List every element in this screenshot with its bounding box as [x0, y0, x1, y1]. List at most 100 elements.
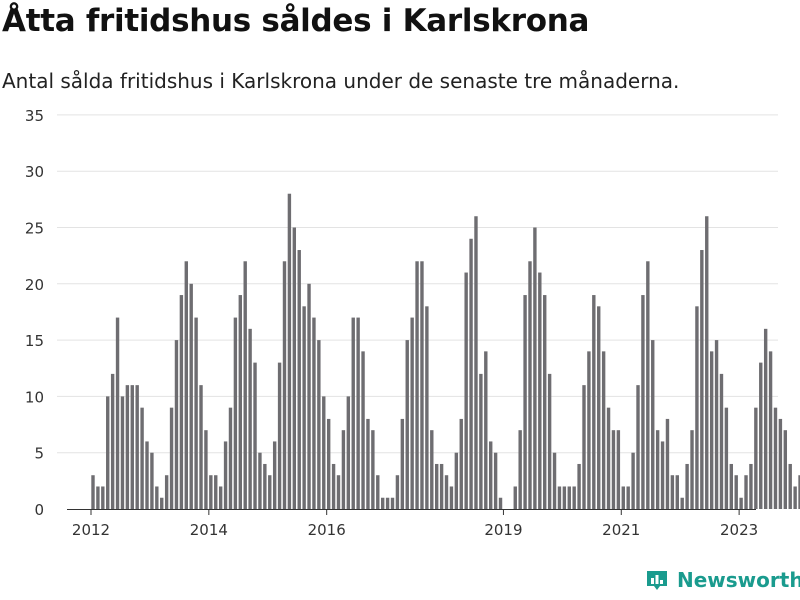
bar [523, 295, 527, 509]
y-tick-label: 35 [25, 107, 44, 125]
bar [420, 261, 424, 509]
bar [101, 486, 105, 509]
y-axis-labels: 0 5 10 15 20 25 30 35 [25, 107, 44, 519]
bar [552, 452, 557, 509]
bar [130, 385, 134, 509]
bar [145, 441, 149, 509]
bar [302, 306, 306, 509]
bar [621, 486, 625, 509]
x-tick-label: 2012 [72, 521, 110, 539]
bar [734, 475, 738, 509]
bar [479, 373, 483, 509]
bar [361, 351, 365, 509]
bar [376, 475, 380, 509]
bar [749, 463, 753, 509]
bar [597, 306, 601, 509]
bar [641, 295, 645, 509]
bar [547, 373, 552, 509]
bar [793, 486, 797, 509]
bars [91, 193, 800, 509]
bar [454, 452, 459, 509]
bar [272, 441, 277, 509]
bar [277, 362, 282, 509]
bar [729, 463, 733, 509]
bar [528, 261, 532, 509]
x-axis-ticks: 2012201420162019202120232025 [72, 509, 758, 539]
bar [783, 430, 788, 509]
bar [562, 486, 567, 509]
bar [164, 475, 169, 509]
chart-subtitle: Antal sålda fritidshus i Karlskrona unde… [2, 69, 680, 93]
bar [778, 418, 783, 509]
bar [238, 295, 242, 509]
bar [184, 261, 188, 509]
bar [788, 463, 792, 509]
bar [739, 497, 743, 509]
y-tick-label: 30 [25, 163, 44, 181]
bar [307, 283, 311, 509]
bar [798, 475, 800, 509]
bar [331, 463, 336, 509]
chart-title: Åtta fritidshus såldes i Karlskrona [2, 3, 590, 39]
bar [518, 430, 522, 509]
bar [724, 407, 729, 509]
bar [336, 475, 341, 509]
bar [489, 441, 493, 509]
bar [601, 351, 606, 509]
bar [292, 227, 297, 509]
bar [218, 486, 223, 509]
bar [587, 351, 591, 509]
bar [435, 463, 439, 509]
bar [759, 362, 763, 509]
bar [322, 396, 326, 509]
bar [233, 317, 238, 509]
bar [169, 407, 174, 509]
bar [174, 340, 179, 509]
bar [592, 295, 596, 509]
x-tick-label: 2014 [190, 521, 228, 539]
bar [356, 317, 360, 509]
bar [317, 340, 321, 509]
bar [106, 396, 110, 509]
bar [341, 430, 346, 509]
bar [415, 261, 419, 509]
bar [474, 216, 478, 509]
bar [695, 306, 699, 509]
bar [763, 328, 768, 509]
bar [700, 250, 704, 509]
bar [646, 261, 650, 509]
bar [616, 430, 621, 509]
bar [243, 261, 247, 509]
y-tick-label: 5 [34, 445, 44, 463]
bar [714, 340, 719, 509]
bar [110, 373, 115, 509]
bar [513, 486, 517, 509]
x-tick-label: 2016 [308, 521, 346, 539]
bar [577, 463, 581, 509]
bar [631, 452, 635, 509]
bar [675, 475, 679, 509]
brand-logo: Newsworthy [645, 568, 800, 592]
bar [709, 351, 714, 509]
bar [538, 272, 542, 509]
bar [685, 463, 689, 509]
bar [680, 497, 684, 509]
bar [91, 475, 95, 509]
bar [430, 430, 434, 509]
bar [606, 407, 611, 509]
bar [705, 216, 709, 509]
bar-chart: 0 5 10 15 20 25 30 35 2012 2014 2016 2019 2021 2023 2… [25, 107, 800, 539]
bar [228, 407, 233, 509]
bar [194, 317, 198, 509]
y-tick-label: 15 [25, 332, 44, 350]
bar [410, 317, 414, 509]
bar [326, 418, 331, 509]
bar [572, 486, 576, 509]
bar [484, 351, 488, 509]
bar [253, 362, 257, 509]
bar [567, 486, 571, 509]
bar [670, 475, 675, 509]
bar [626, 486, 630, 509]
bar [385, 497, 390, 509]
bar [120, 396, 125, 509]
